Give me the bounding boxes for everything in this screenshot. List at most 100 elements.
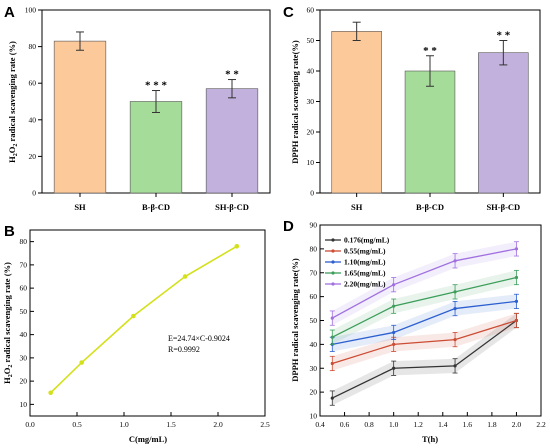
y-tick-label-d-5: 60: [310, 292, 318, 301]
y-tick-label-d-1: 20: [310, 388, 318, 397]
x-axis-label-d: T(h): [422, 434, 438, 444]
x-tick-label-d-4: 1.2: [414, 420, 424, 429]
x-tick-label-b-3: 1.5: [166, 420, 176, 429]
y-tick-label-b-0: 10: [20, 400, 28, 409]
data-point-d-4-2: [453, 259, 457, 263]
regression-equation: E=24.74×C-0.9024: [168, 334, 230, 343]
data-point-d-0-2: [453, 364, 457, 368]
y-tick-label-b-4: 50: [20, 307, 28, 316]
y-axis-label-c: DPPH radical scavenging rate(%): [290, 40, 300, 164]
series-line-d-0: [331, 319, 517, 399]
significance-c-1: * *: [423, 45, 437, 57]
y-tick-label-d-0: 10: [310, 412, 318, 421]
legend-marker-d-0: [331, 238, 335, 242]
y-tick-label-b-5: 60: [20, 284, 28, 293]
y-tick-label-d-8: 90: [310, 221, 318, 230]
error-band-d-4: [332, 241, 517, 326]
x-tick-label-d-2: 0.8: [364, 420, 374, 429]
data-point-b-0: [48, 390, 53, 396]
bar-c-0: [331, 31, 382, 194]
x-tick-label-d-8: 2.0: [512, 420, 522, 429]
data-point-d-1-1: [392, 342, 396, 346]
x-tick-label-d-7: 1.8: [487, 420, 497, 429]
data-point-b-2: [131, 313, 136, 319]
legend-label-d-4: 2.20(mg/mL): [344, 280, 386, 289]
x-tick-label-d-1: 0.6: [340, 420, 350, 429]
y-tick-label-c-5: 50: [307, 36, 315, 45]
data-point-d-3-0: [330, 335, 334, 339]
significance-a-2: * *: [225, 69, 239, 81]
legend-label-d-0: 0.176(mg/mL): [344, 236, 390, 245]
x-tick-label-d-3: 1.0: [389, 420, 399, 429]
y-axis-label-a: H2O2 radical scavenging rate (%): [7, 41, 19, 163]
y-tick-label-b-6: 70: [20, 260, 28, 269]
y-tick-label-d-4: 50: [310, 316, 318, 325]
regression-r-value: R=0.9992: [168, 345, 200, 354]
legend-marker-d-4: [331, 282, 335, 286]
y-tick-label-c-4: 40: [307, 67, 315, 76]
data-point-d-1-3: [514, 318, 519, 323]
y-tick-label-b-3: 40: [20, 330, 28, 339]
series-line-d-2: [332, 300, 517, 346]
chart-a: H2O2 radical scavenging rate (%) 0 20 40 60…: [7, 6, 271, 212]
y-tick-label-a-0: 0: [32, 189, 36, 198]
data-point-b-3: [182, 274, 188, 279]
significance-c-2: * *: [496, 30, 510, 42]
data-point-d-1-0: [330, 361, 334, 366]
category-label-a-0: SH: [74, 202, 86, 212]
y-axis-label-d: DPPH radical scavenging rate(%): [290, 258, 300, 382]
category-label-c-2: SH-β-CD: [486, 202, 520, 212]
y-tick-label-d-6: 70: [310, 268, 318, 277]
bar-a-2: [205, 88, 259, 194]
data-point-d-4-3: [514, 247, 519, 251]
y-tick-label-c-3: 30: [307, 97, 315, 106]
x-tick-label-b-2: 1.0: [119, 420, 129, 429]
data-point-d-1-2: [453, 338, 457, 342]
series-line-d-1: [332, 319, 517, 365]
legend-marker-d-3: [331, 271, 335, 275]
data-point-d-3-2: [453, 290, 457, 294]
y-tick-label-b-7: 80: [20, 237, 28, 246]
y-tick-label-b-1: 20: [20, 377, 28, 386]
y-tick-label-d-3: 40: [310, 340, 318, 349]
data-point-d-0-0: [330, 396, 334, 400]
data-line-b: [50, 245, 238, 394]
category-label-a-1: B-β-CD: [142, 202, 170, 212]
panel-label-b: B: [4, 223, 15, 240]
x-tick-label-b-0: 0.0: [25, 420, 35, 429]
legend-marker-d-2: [331, 260, 335, 264]
y-tick-label-a-5: 100: [25, 6, 37, 15]
chart-c: DPPH radical scavenging rate(%) 0 10 20 30 4…: [290, 6, 541, 212]
plot-frame-b: [29, 229, 266, 417]
data-point-d-4-1: [392, 283, 396, 287]
y-tick-label-a-3: 60: [29, 79, 37, 88]
data-point-d-3-1: [392, 304, 396, 308]
data-point-b-4: [234, 243, 240, 249]
data-point-d-0-1: [392, 366, 396, 370]
legend-label-d-3: 1.65(mg/mL): [344, 269, 386, 278]
y-axis-label-b: H2O2 radical scavenging rate (%): [2, 262, 14, 384]
error-band-d-0: [332, 313, 517, 406]
series-line-d-4: [331, 248, 517, 319]
data-point-d-4-0: [330, 316, 334, 320]
data-point-b-1: [79, 360, 84, 365]
y-tick-label-c-2: 20: [307, 128, 315, 137]
bar-c-1: [404, 70, 456, 194]
data-point-d-2-3: [514, 299, 519, 303]
y-tick-label-c-6: 60: [307, 6, 315, 15]
error-band-d-2: [332, 294, 517, 352]
series-line-d-3: [331, 276, 517, 338]
chart-d: DPPH radical scavenging rate(%) T(h) 10 2…: [290, 221, 546, 445]
category-label-c-1: B-β-CD: [416, 202, 444, 212]
chart-b: H2O2 radical scavenging rate (%) C(mg/mL…: [2, 229, 270, 444]
legend-label-d-1: 0.55(mg/mL): [344, 247, 386, 256]
legend-label-d-2: 1.10(mg/mL): [344, 258, 386, 267]
x-tick-label-d-0: 0.4: [315, 420, 325, 429]
panel-label-c: C: [283, 4, 294, 21]
significance-a-1: * * *: [145, 80, 168, 92]
y-tick-label-c-1: 10: [307, 158, 315, 167]
y-tick-label-b-2: 30: [20, 353, 28, 362]
data-point-d-2-2: [453, 306, 457, 311]
bar-a-1: [129, 101, 183, 194]
